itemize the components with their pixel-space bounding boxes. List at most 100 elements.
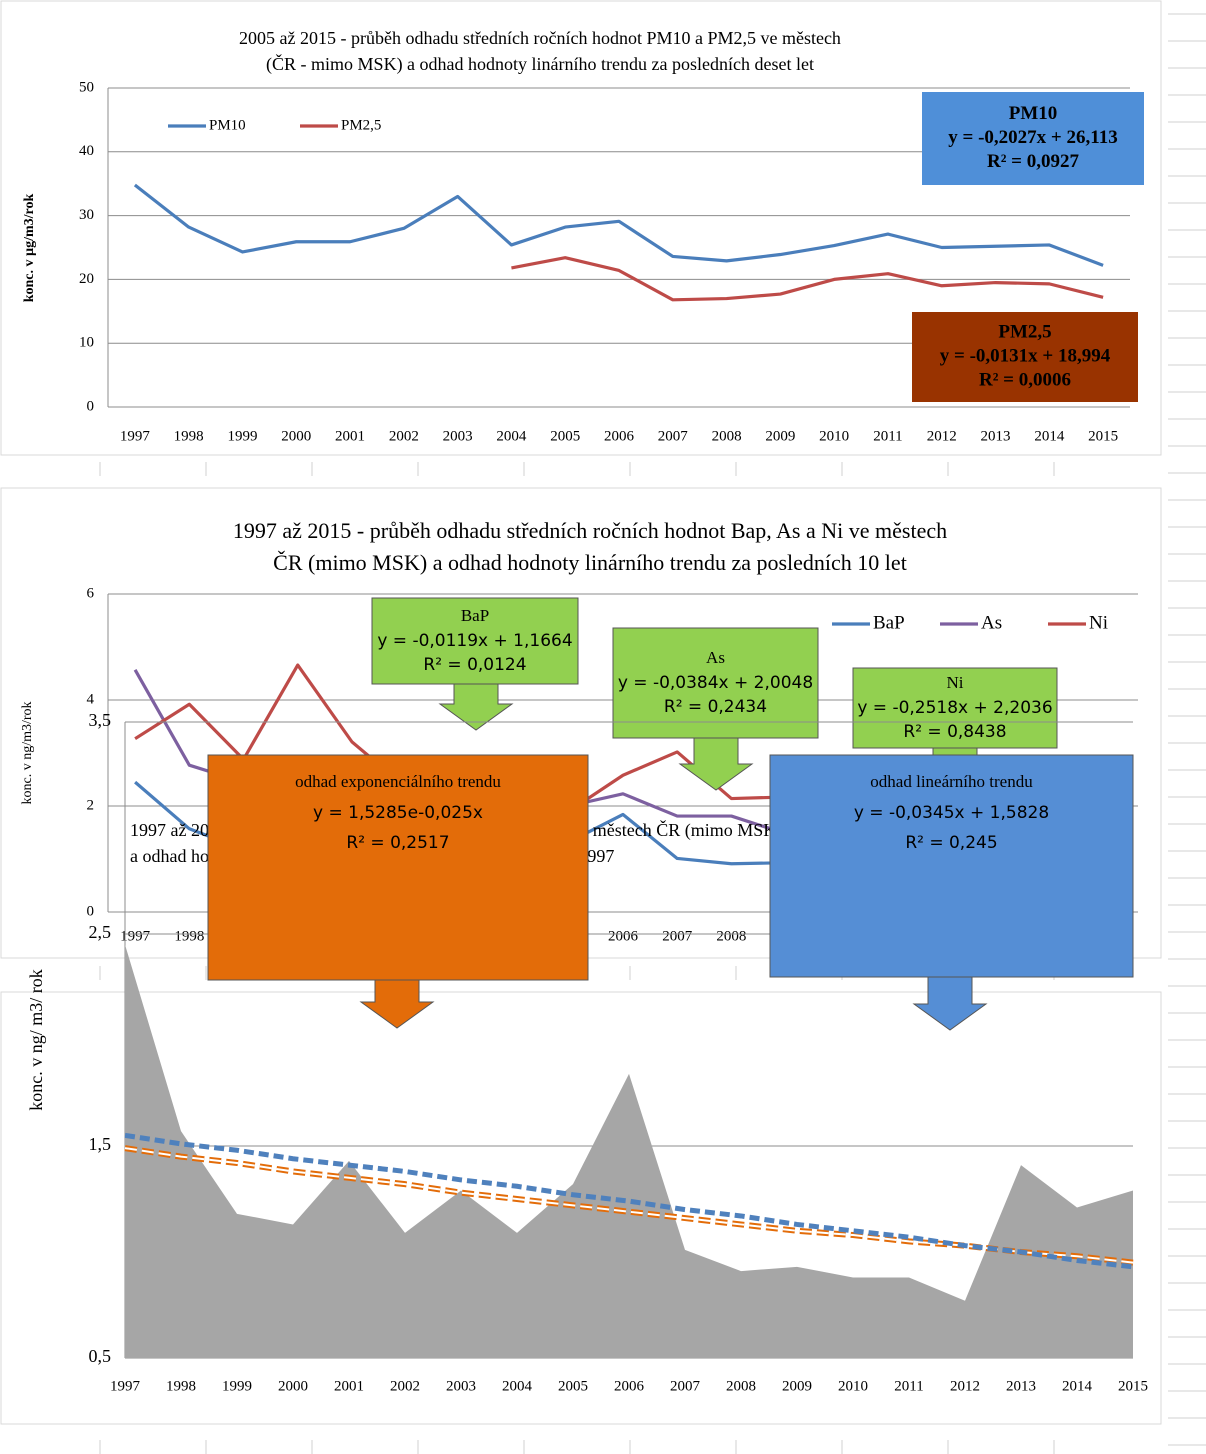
callout-text: y = -0,0345x + 1,5828 [854, 803, 1049, 823]
x-tick-label: 2014 [1034, 428, 1065, 444]
y-tick-label: 2 [87, 797, 95, 813]
x-tick-label: 2001 [335, 428, 365, 444]
callout-box [371, 597, 579, 685]
y-tick-label: 2,5 [89, 922, 112, 942]
y-axis-label: konc. v ng/m3/rok [20, 701, 35, 804]
callout-arrow [359, 979, 435, 1029]
x-tick-label: 2013 [981, 428, 1011, 444]
callout-text: PM10 [1009, 103, 1058, 124]
callout-arrow [438, 683, 514, 731]
x-tick-label: 2000 [278, 1378, 308, 1394]
callout-text: R² = 0,245 [905, 833, 997, 853]
callout-text: R² = 0,0124 [423, 655, 526, 675]
x-tick-label: 2002 [390, 1378, 420, 1394]
x-tick-label: 1999 [222, 1378, 252, 1394]
callout-text: BaP [461, 606, 489, 625]
y-axis-label: konc. v ng/ m3/ rok [26, 969, 46, 1111]
callout-text: odhad exponenciálního trendu [295, 772, 501, 791]
x-tick-label: 1998 [174, 928, 204, 944]
x-tick-label: 1998 [174, 428, 204, 444]
x-tick-label: 2006 [604, 428, 635, 444]
x-tick-label: 2013 [1006, 1378, 1036, 1394]
trend-line [124, 1132, 1134, 1270]
y-tick-label: 40 [79, 143, 94, 159]
x-tick-label: 1998 [166, 1378, 196, 1394]
callout-box [207, 754, 589, 981]
x-tick-label: 2001 [334, 1378, 364, 1394]
x-tick-label: 2003 [443, 428, 473, 444]
callout-text: y = -0,0131x + 18,994 [940, 345, 1111, 366]
legend-label: BaP [873, 612, 905, 633]
x-tick-label: 2009 [782, 1378, 812, 1394]
y-tick-label: 30 [79, 207, 94, 223]
x-tick-label: 2007 [658, 428, 689, 444]
x-tick-label: 1997 [120, 428, 151, 444]
callout-text: y = -0,2027x + 26,113 [948, 127, 1117, 148]
callout-box [612, 627, 819, 739]
callout-text: R² = 0,8438 [903, 722, 1006, 742]
x-tick-label: 2004 [496, 428, 527, 444]
callout-text: As [706, 648, 725, 667]
x-tick-label: 1997 [120, 928, 151, 944]
callout-arrow [678, 737, 754, 791]
data-line [133, 183, 1104, 267]
callout-text: PM2,5 [998, 321, 1051, 342]
x-tick-label: 2011 [894, 1378, 923, 1394]
y-tick-label: 20 [79, 271, 94, 287]
callout-text: R² = 0,0927 [987, 151, 1079, 172]
callout-text: R² = 0,0006 [979, 369, 1071, 390]
y-tick-label: 0 [87, 398, 95, 414]
callout-box [852, 667, 1058, 749]
legend-label: As [981, 612, 1002, 633]
callout-text: y = -0,0119x + 1,1664 [377, 631, 572, 651]
x-tick-label: 2000 [281, 428, 311, 444]
x-tick-label: 2007 [670, 1378, 701, 1394]
x-tick-label: 1999 [227, 428, 257, 444]
x-tick-label: 2008 [726, 1378, 756, 1394]
x-tick-label: 2012 [950, 1378, 980, 1394]
chart-frame [0, 991, 1162, 1425]
legend-label: PM10 [209, 117, 246, 133]
x-tick-label: 2005 [550, 428, 580, 444]
callout-text: y = -0,2518x + 2,2036 [857, 698, 1052, 718]
x-tick-label: 2010 [838, 1378, 868, 1394]
x-tick-label: 2012 [927, 428, 957, 444]
callout-box [922, 92, 1144, 185]
y-tick-label: 4 [87, 691, 95, 707]
callout-text: y = 1,5285e-0,025x [313, 803, 483, 823]
x-tick-label: 2014 [1062, 1378, 1093, 1394]
x-tick-label: 2002 [389, 428, 419, 444]
x-tick-label: 2010 [819, 428, 849, 444]
chart-title: 1997 až 2015 - průběh odhadu středních r… [233, 518, 947, 543]
callout-text: R² = 0,2517 [346, 833, 449, 853]
y-tick-label: 0 [87, 903, 95, 919]
data-area [125, 944, 1133, 1358]
chart-title: 2005 až 2015 - průběh odhadu středních r… [239, 28, 841, 48]
x-tick-label: 2006 [608, 928, 639, 944]
chart-title: (ČR - mimo MSK) a odhad hodnoty linárníh… [266, 53, 814, 75]
legend-label: PM2,5 [341, 117, 381, 133]
callout-text: Ni [947, 673, 964, 692]
legend-label: Ni [1089, 612, 1108, 633]
chart-title: ČR (mimo MSK) a odhad hodnoty linárního … [273, 550, 907, 575]
y-tick-label: 3,5 [89, 710, 112, 730]
x-tick-label: 2011 [873, 428, 902, 444]
x-tick-label: 2015 [1088, 428, 1118, 444]
callout-text: y = -0,0384x + 2,0048 [618, 673, 813, 693]
callout-text: R² = 0,2434 [664, 697, 767, 717]
chart-frame [0, 0, 1162, 456]
callout-arrow [912, 976, 988, 1031]
x-tick-label: 2015 [1118, 1378, 1148, 1394]
x-tick-label: 2008 [716, 928, 746, 944]
y-tick-label: 50 [79, 79, 94, 95]
x-tick-label: 2006 [614, 1378, 645, 1394]
x-tick-label: 2008 [712, 428, 742, 444]
callout-text: odhad lineárního trendu [870, 772, 1033, 791]
y-tick-label: 6 [87, 585, 95, 601]
x-tick-label: 2007 [662, 928, 693, 944]
callout-box [769, 754, 1134, 978]
x-tick-label: 2003 [446, 1378, 476, 1394]
x-tick-label: 1997 [110, 1378, 141, 1394]
